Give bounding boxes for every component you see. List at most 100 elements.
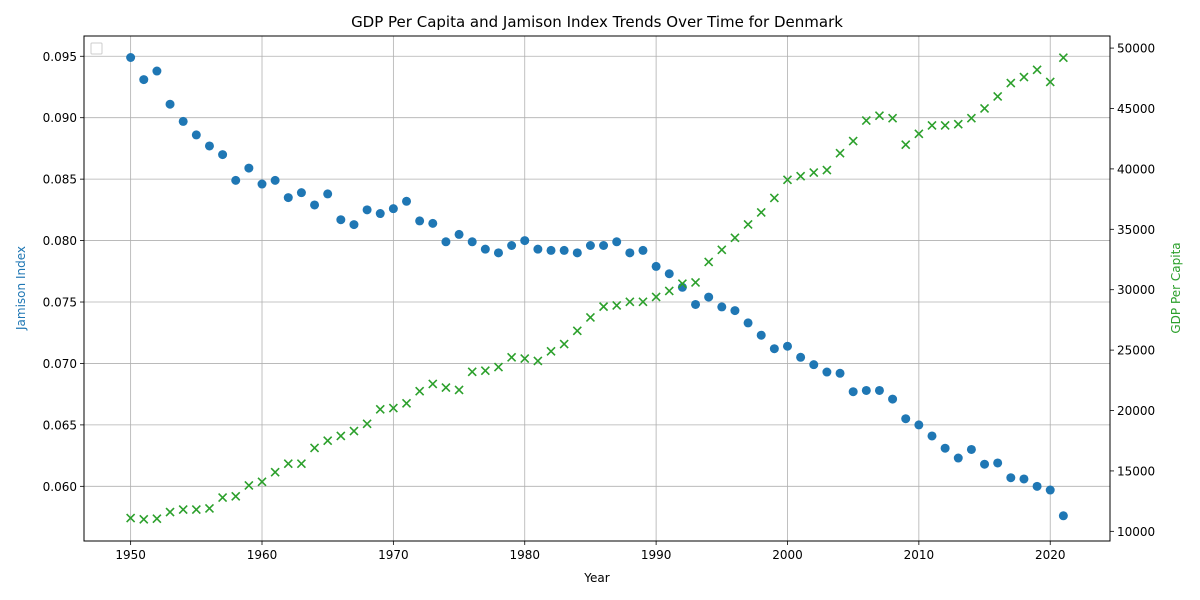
y-left-tick-label: 0.085: [43, 173, 77, 187]
gdp-point: [966, 113, 976, 123]
gdp-point: [940, 120, 950, 130]
jamison-point: [270, 175, 280, 185]
gdp-point: [979, 103, 990, 114]
x-tick-label: 1980: [509, 548, 540, 562]
y-left-tick-label: 0.095: [43, 50, 77, 64]
chart-title: GDP Per Capita and Jamison Index Trends …: [351, 13, 843, 31]
gdp-point: [1032, 65, 1042, 75]
jamison-point: [402, 196, 412, 206]
jamison-point: [599, 240, 609, 250]
gdp-point: [296, 459, 306, 469]
gdp-point: [126, 513, 136, 523]
jamison-point: [1006, 473, 1016, 483]
gdp-point: [612, 300, 622, 310]
jamison-point: [296, 188, 306, 198]
gdp-point: [585, 312, 595, 323]
jamison-point: [1019, 474, 1029, 484]
jamison-point: [218, 150, 228, 160]
jamison-point: [178, 116, 188, 126]
jamison-point: [638, 245, 648, 255]
jamison-point: [756, 330, 766, 340]
grid: [84, 36, 1110, 541]
gdp-point: [901, 140, 911, 150]
jamison-point: [822, 367, 832, 377]
y-axis-left-label: Jamison Index: [14, 246, 28, 331]
jamison-point: [375, 209, 385, 219]
jamison-point: [1032, 481, 1042, 491]
gdp-point: [704, 257, 714, 267]
jamison-point: [980, 459, 990, 469]
jamison-point: [152, 66, 162, 76]
gdp-point: [861, 116, 871, 126]
jamison-point: [1058, 511, 1068, 521]
gdp-point: [454, 385, 464, 395]
gdp-point: [493, 362, 504, 372]
gdp-point: [625, 297, 635, 307]
jamison-point: [730, 306, 740, 316]
gdp-point: [690, 277, 701, 288]
y-left-tick-label: 0.075: [43, 296, 77, 310]
axis-ticks: 1950 1960 1970 1980 1990 2000 2010 2020 0.060 0.0…: [43, 42, 1156, 562]
jamison-point: [782, 341, 792, 351]
jamison-point: [809, 360, 819, 370]
gdp-point: [467, 367, 477, 377]
gdp-point: [559, 339, 569, 349]
gdp-point: [204, 503, 215, 513]
jamison-point: [940, 443, 950, 453]
gdp-point: [993, 91, 1003, 101]
jamison-point: [323, 189, 333, 199]
jamison-point: [310, 200, 320, 210]
gdp-point: [507, 352, 517, 362]
jamison-point: [572, 248, 582, 258]
jamison-point: [625, 248, 635, 258]
gdp-point: [401, 398, 412, 408]
gdp-point: [139, 514, 149, 524]
gdp-point: [782, 175, 793, 185]
gdp-point: [533, 356, 543, 366]
jamison-point: [415, 216, 425, 226]
gdp-point: [546, 346, 556, 356]
x-axis-label: Year: [583, 571, 609, 585]
x-tick-label: 2000: [772, 548, 803, 562]
y-right-tick-label: 35000: [1117, 223, 1155, 237]
jamison-point: [428, 218, 438, 228]
gdp-point: [651, 292, 661, 302]
jamison-point: [204, 141, 214, 151]
jamison-point: [835, 368, 845, 378]
gdp-point: [927, 120, 937, 130]
jamison-point: [769, 344, 779, 354]
gdp-point: [822, 165, 832, 175]
gdp-point: [953, 119, 963, 129]
x-tick-label: 1950: [115, 548, 146, 562]
x-tick-label: 1990: [641, 548, 672, 562]
gdp-point: [756, 207, 766, 217]
y-right-tick-label: 15000: [1117, 464, 1155, 478]
gdp-point: [914, 129, 924, 139]
gdp-point: [362, 419, 372, 429]
jamison-point: [848, 387, 858, 397]
jamison-point: [585, 240, 595, 250]
jamison-point: [520, 236, 530, 246]
jamison-point: [559, 245, 569, 255]
jamison-point: [651, 261, 661, 271]
gdp-point: [769, 193, 779, 203]
y-left-tick-label: 0.060: [43, 480, 77, 494]
jamison-point: [953, 453, 963, 463]
jamison-point: [1045, 485, 1055, 495]
gdp-point: [152, 514, 162, 524]
x-tick-label: 1960: [247, 548, 278, 562]
jamison-point: [126, 53, 136, 63]
jamison-point: [966, 444, 976, 454]
jamison-point: [796, 352, 806, 362]
gdp-point: [1058, 53, 1068, 63]
gdp-point: [270, 467, 280, 477]
gdp-point: [388, 403, 398, 413]
gdp-point: [730, 233, 740, 243]
gdp-point: [572, 326, 582, 336]
gdp-point: [809, 167, 819, 178]
gdp-point: [848, 136, 858, 146]
gdp-point: [888, 113, 898, 123]
jamison-point: [467, 237, 477, 247]
jamison-point: [704, 292, 714, 302]
gdp-point: [309, 443, 320, 453]
